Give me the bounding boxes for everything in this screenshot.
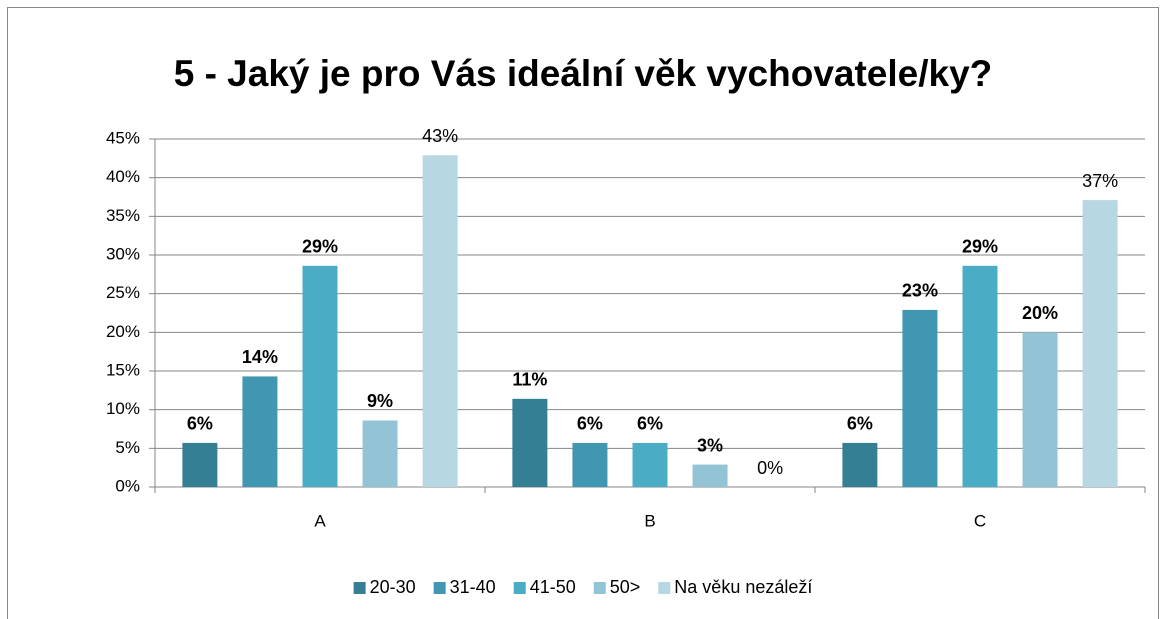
bar bbox=[962, 265, 998, 487]
legend-label: 20-30 bbox=[370, 577, 416, 597]
y-tick-label: 0% bbox=[115, 476, 140, 495]
bar bbox=[632, 442, 668, 487]
legend-label: Na věku nezáleží bbox=[674, 577, 812, 597]
y-tick-label: 5% bbox=[115, 438, 140, 457]
value-label: 6% bbox=[847, 414, 873, 434]
bar bbox=[1022, 332, 1058, 487]
value-label: 43% bbox=[422, 126, 458, 146]
value-label: 14% bbox=[242, 347, 278, 367]
x-tick-label: A bbox=[314, 511, 326, 530]
value-label: 11% bbox=[512, 370, 547, 390]
legend-label: 50> bbox=[610, 577, 641, 597]
value-label: 29% bbox=[302, 237, 338, 257]
value-label: 3% bbox=[697, 435, 723, 455]
value-label: 37% bbox=[1082, 171, 1118, 191]
value-label: 6% bbox=[637, 414, 663, 434]
value-label: 0% bbox=[757, 458, 783, 478]
y-tick-label: 35% bbox=[106, 206, 140, 225]
bar bbox=[572, 442, 608, 487]
legend-swatch bbox=[433, 582, 446, 594]
legend-swatch bbox=[658, 582, 671, 594]
chart-title: 5 - Jaký je pro Vás ideální věk vychovat… bbox=[174, 53, 993, 94]
value-label: 6% bbox=[577, 414, 603, 434]
bar bbox=[302, 265, 338, 487]
value-label: 9% bbox=[367, 391, 393, 411]
legend-swatch bbox=[593, 582, 606, 594]
bar bbox=[1082, 200, 1118, 488]
value-label: 23% bbox=[902, 281, 938, 301]
bar bbox=[902, 309, 938, 487]
y-tick-label: 20% bbox=[106, 322, 140, 341]
value-label: 29% bbox=[962, 237, 998, 257]
bar bbox=[242, 376, 278, 487]
y-tick-label: 30% bbox=[106, 244, 140, 263]
x-tick-label: B bbox=[644, 511, 655, 530]
bar bbox=[362, 420, 398, 487]
bar bbox=[692, 464, 728, 487]
legend-swatch bbox=[353, 582, 366, 594]
y-tick-label: 25% bbox=[106, 283, 140, 302]
bar bbox=[842, 442, 878, 487]
y-tick-label: 40% bbox=[106, 167, 140, 186]
y-tick-label: 15% bbox=[106, 360, 140, 379]
value-label: 6% bbox=[187, 414, 213, 434]
legend-label: 41-50 bbox=[530, 577, 576, 597]
bar bbox=[422, 155, 458, 488]
legend-swatch bbox=[513, 582, 526, 594]
bar bbox=[512, 398, 548, 487]
legend-label: 31-40 bbox=[450, 577, 496, 597]
x-tick-label: C bbox=[974, 511, 986, 530]
y-tick-label: 10% bbox=[106, 399, 140, 418]
bar bbox=[182, 442, 218, 487]
value-label: 20% bbox=[1022, 303, 1058, 323]
y-tick-label: 45% bbox=[106, 128, 140, 147]
